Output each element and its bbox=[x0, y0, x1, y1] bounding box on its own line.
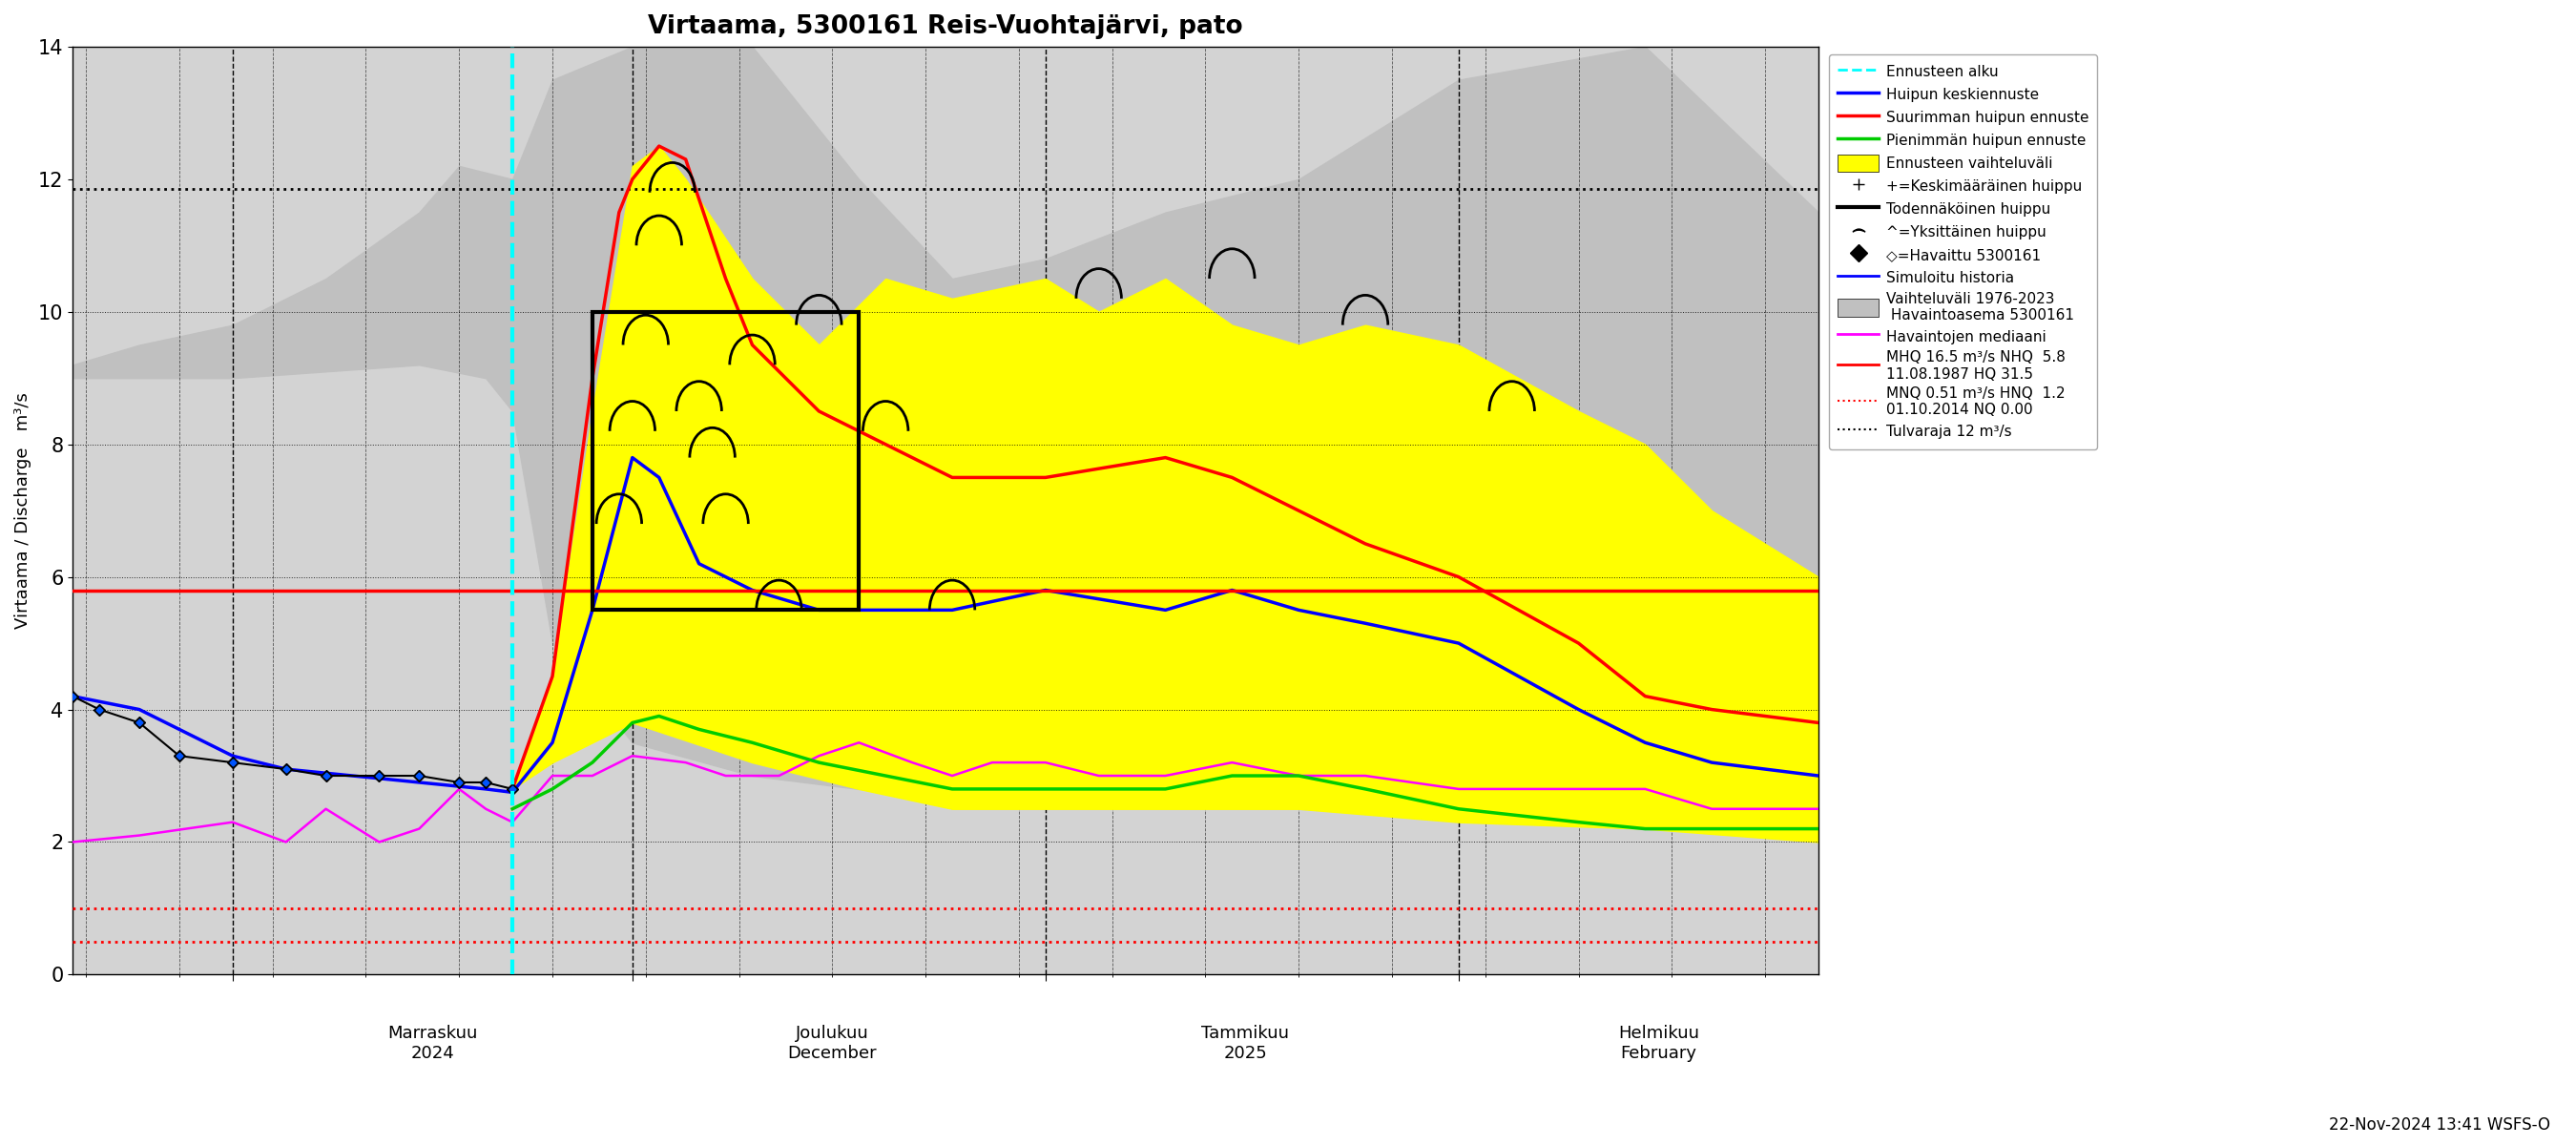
Title: Virtaama, 5300161 Reis-Vuohtajärvi, pato: Virtaama, 5300161 Reis-Vuohtajärvi, pato bbox=[649, 14, 1244, 39]
Y-axis label: Virtaama / Discharge   m³/s: Virtaama / Discharge m³/s bbox=[15, 393, 31, 629]
Text: Tammikuu
2025: Tammikuu 2025 bbox=[1200, 1025, 1288, 1063]
Text: Helmikuu
February: Helmikuu February bbox=[1618, 1025, 1700, 1063]
Text: Joulukuu
December: Joulukuu December bbox=[788, 1025, 876, 1063]
Legend: Ennusteen alku, Huipun keskiennuste, Suurimman huipun ennuste, Pienimmän huipun : Ennusteen alku, Huipun keskiennuste, Suu… bbox=[1829, 54, 2097, 449]
Bar bbox=[592, 311, 858, 610]
Text: Marraskuu
2024: Marraskuu 2024 bbox=[386, 1025, 477, 1063]
Text: 22-Nov-2024 13:41 WSFS-O: 22-Nov-2024 13:41 WSFS-O bbox=[2329, 1116, 2550, 1134]
